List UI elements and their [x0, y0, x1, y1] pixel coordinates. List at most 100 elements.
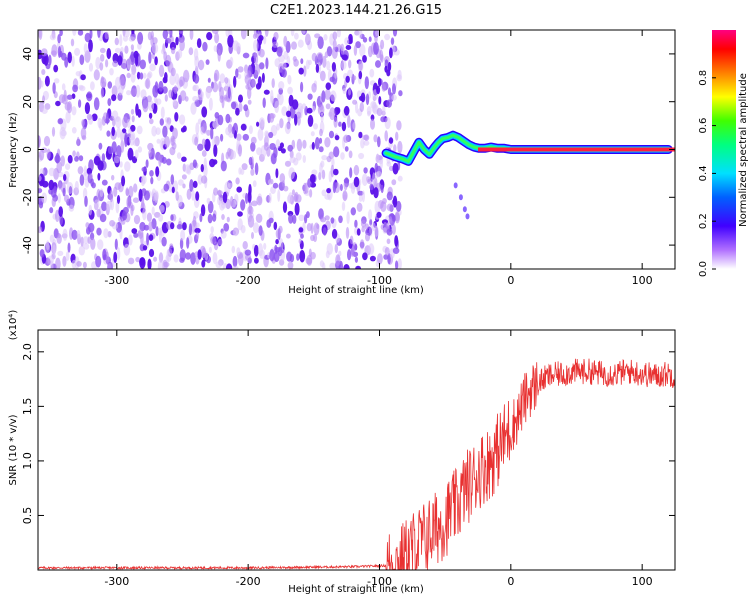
- noise-blob: [384, 130, 389, 142]
- noise-blob: [123, 243, 131, 256]
- noise-blob: [350, 182, 356, 194]
- noise-blob: [256, 121, 260, 127]
- noise-blob: [142, 245, 148, 251]
- noise-blob: [99, 62, 104, 71]
- noise-blob: [159, 205, 165, 213]
- noise-blob: [118, 216, 123, 223]
- noise-blob: [217, 48, 221, 62]
- noise-blob: [151, 206, 155, 215]
- noise-blob: [351, 242, 358, 251]
- noise-blob: [359, 102, 364, 113]
- noise-blob: [315, 63, 320, 73]
- noise-blob: [332, 181, 337, 194]
- snr-x-label: Height of straight line (km): [288, 584, 424, 595]
- colorbar-tick-label: 0.4: [698, 165, 709, 181]
- noise-blob: [242, 52, 250, 59]
- noise-blob: [146, 212, 152, 222]
- noise-blob: [205, 86, 211, 99]
- noise-blob: [294, 32, 299, 40]
- noise-blob: [137, 146, 143, 153]
- noise-blob: [100, 87, 105, 99]
- noise-blob: [270, 89, 274, 103]
- noise-blob: [192, 95, 199, 102]
- noise-blob: [373, 187, 379, 199]
- noise-blob: [210, 127, 214, 140]
- noise-blob: [362, 252, 368, 261]
- noise-blob: [122, 116, 129, 128]
- noise-blob: [217, 114, 224, 126]
- colorbar: 0.0 0.2 0.4 0.6 0.8 Normalized spectral ampl…: [698, 30, 749, 277]
- noise-blob: [362, 37, 368, 43]
- noise-blob: [125, 187, 129, 196]
- noise-blob: [86, 113, 92, 121]
- noise-blob: [93, 97, 100, 111]
- noise-blob: [335, 254, 341, 267]
- noise-blob: [59, 126, 66, 140]
- noise-blob: [291, 41, 297, 50]
- noise-blob: [128, 128, 132, 135]
- noise-blob: [247, 215, 255, 228]
- noise-blob: [290, 30, 295, 37]
- noise-blob: [343, 264, 350, 269]
- noise-blob: [225, 113, 231, 124]
- noise-blob: [397, 258, 402, 269]
- noise-blob: [114, 238, 118, 250]
- noise-blob: [266, 146, 271, 157]
- noise-blob: [44, 242, 51, 254]
- noise-blob: [96, 188, 101, 202]
- noise-blob: [226, 216, 230, 223]
- noise-blob: [109, 189, 114, 203]
- noise-blob: [206, 197, 211, 205]
- noise-blob: [56, 161, 62, 174]
- y-tick-label: 20: [21, 95, 34, 109]
- noise-blob: [326, 243, 333, 255]
- noise-blob: [90, 81, 95, 91]
- x-tick-label: -100: [367, 274, 392, 287]
- noise-blob: [286, 110, 292, 118]
- noise-blob: [52, 244, 56, 257]
- noise-blob: [51, 196, 56, 208]
- noise-blob: [51, 126, 56, 137]
- noise-blob: [329, 107, 336, 121]
- snr-series-layer: [38, 358, 675, 570]
- noise-blob: [382, 105, 386, 115]
- noise-blob: [389, 47, 393, 59]
- noise-blob: [53, 64, 59, 73]
- noise-blob: [310, 222, 314, 234]
- noise-blob: [105, 112, 109, 125]
- noise-blob: [126, 90, 132, 96]
- colorbar-tick-label: 0.6: [698, 118, 709, 134]
- noise-blob: [146, 95, 152, 103]
- noise-blob: [368, 243, 375, 255]
- noise-blob: [300, 233, 304, 239]
- noise-blob: [170, 214, 174, 221]
- noise-blob: [213, 241, 219, 251]
- noise-blob: [281, 62, 287, 70]
- noise-blob: [178, 179, 184, 186]
- noise-blob: [76, 229, 81, 239]
- noise-blob: [340, 152, 345, 160]
- spectrogram-signal-layer: [381, 130, 675, 220]
- noise-blob: [386, 99, 392, 108]
- noise-blob: [294, 113, 298, 126]
- noise-blob: [79, 174, 85, 186]
- noise-blob: [188, 47, 194, 56]
- noise-blob: [159, 118, 164, 126]
- noise-blob: [179, 90, 187, 101]
- noise-blob: [316, 52, 324, 60]
- noise-blob: [250, 142, 256, 152]
- noise-blob: [269, 249, 275, 262]
- noise-blob: [112, 60, 119, 68]
- noise-blob: [253, 244, 259, 257]
- noise-blob: [162, 261, 170, 268]
- noise-blob: [313, 123, 318, 130]
- noise-blob: [375, 60, 381, 68]
- noise-blob: [206, 129, 211, 136]
- noise-blob: [205, 59, 210, 65]
- noise-blob: [273, 221, 278, 231]
- noise-blob: [95, 56, 101, 70]
- noise-blob: [241, 163, 248, 171]
- noise-blob: [84, 32, 92, 43]
- noise-blob: [57, 34, 61, 44]
- spectrogram-noise-layer: [38, 30, 403, 269]
